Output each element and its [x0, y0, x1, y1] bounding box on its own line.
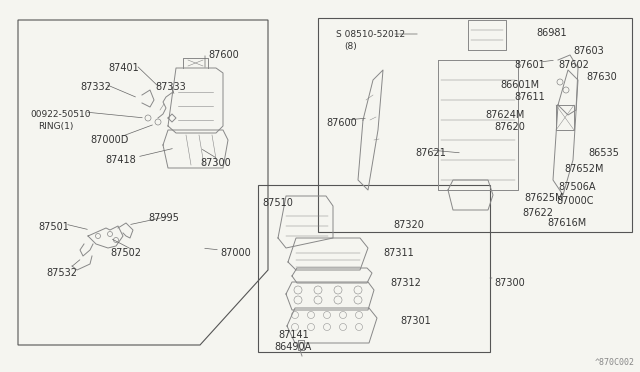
Text: 87000D: 87000D: [90, 135, 129, 145]
Text: 87600: 87600: [326, 118, 356, 128]
Bar: [318, 18, 632, 232]
Text: 87141: 87141: [278, 330, 308, 340]
Bar: [258, 185, 490, 352]
Text: 87630: 87630: [586, 72, 617, 82]
Text: 87320: 87320: [393, 220, 424, 230]
Text: 86981: 86981: [536, 28, 566, 38]
Text: 87300: 87300: [200, 158, 231, 168]
Text: 86601M: 86601M: [500, 80, 539, 90]
Text: ^870C002: ^870C002: [595, 358, 635, 367]
Text: 87510: 87510: [262, 198, 293, 208]
Text: 87622: 87622: [522, 208, 553, 218]
Text: 87602: 87602: [558, 60, 589, 70]
Text: 87532: 87532: [46, 268, 77, 278]
Text: 87333: 87333: [155, 82, 186, 92]
Text: 87995: 87995: [148, 213, 179, 223]
Text: 87000: 87000: [220, 248, 251, 258]
Text: 87502: 87502: [110, 248, 141, 258]
Text: 87312: 87312: [390, 278, 421, 288]
Text: RING(1): RING(1): [38, 122, 74, 131]
Text: 87506A: 87506A: [558, 182, 595, 192]
Text: 87621: 87621: [415, 148, 446, 158]
Text: 87311: 87311: [383, 248, 413, 258]
Text: 86535: 86535: [588, 148, 619, 158]
Text: 87616M: 87616M: [547, 218, 586, 228]
Text: 00922-50510: 00922-50510: [30, 110, 90, 119]
Text: 87625M: 87625M: [524, 193, 563, 203]
Text: 87603: 87603: [573, 46, 604, 56]
Text: 86490A: 86490A: [274, 342, 311, 352]
Text: 87652M: 87652M: [564, 164, 604, 174]
Text: (8): (8): [344, 42, 356, 51]
Text: 87418: 87418: [105, 155, 136, 165]
Text: 87300: 87300: [494, 278, 525, 288]
Text: 87611: 87611: [514, 92, 545, 102]
Text: 87620: 87620: [494, 122, 525, 132]
Text: 87601: 87601: [514, 60, 545, 70]
Text: 87332: 87332: [80, 82, 111, 92]
Text: S 08510-52012: S 08510-52012: [336, 30, 405, 39]
Text: 87401: 87401: [108, 63, 139, 73]
Text: 87301: 87301: [400, 316, 431, 326]
Text: 87600: 87600: [208, 50, 239, 60]
Text: 87501: 87501: [38, 222, 69, 232]
Text: 87000C: 87000C: [556, 196, 593, 206]
Text: 87624M: 87624M: [485, 110, 524, 120]
